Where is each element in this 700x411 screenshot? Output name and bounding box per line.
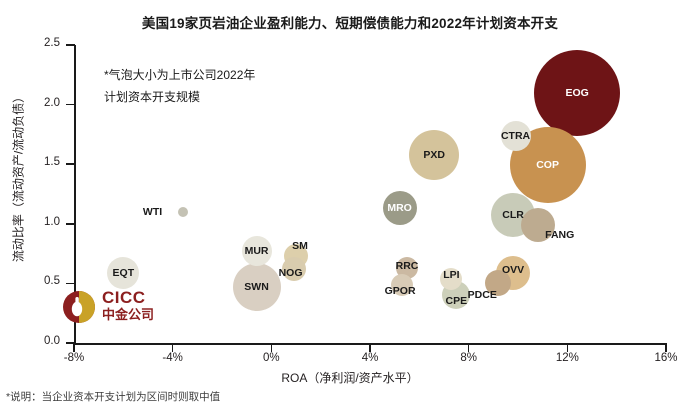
y-tick-label: 1.5 (44, 156, 60, 169)
cicc-logo-icon (62, 290, 96, 324)
x-tick-label: 0% (263, 352, 280, 364)
bubble-swn[interactable] (232, 262, 281, 311)
bubble-label-eqt: EQT (112, 266, 135, 279)
bubble-wti[interactable] (177, 206, 188, 217)
y-tick (66, 163, 75, 165)
bubble-label-lpi: LPI (443, 268, 460, 281)
y-tick-label: 1.0 (44, 215, 60, 228)
bubble-label-ctra: CTRA (500, 129, 531, 142)
bubble-fang[interactable] (520, 207, 555, 242)
x-tick (369, 343, 371, 352)
bubble-lpi[interactable] (440, 267, 463, 290)
bubble-label-wti: WTI (142, 205, 163, 218)
y-tick (66, 282, 75, 285)
x-tick-label: 8% (460, 352, 477, 364)
y-tick (66, 342, 75, 344)
cicc-brand-cn: 中金公司 (102, 307, 155, 322)
bubble-label-ovv: OVV (501, 263, 525, 276)
bubble-eqt[interactable] (107, 256, 140, 289)
bubble-label-mro: MRO (387, 202, 412, 215)
x-tick-label: 16% (654, 352, 678, 364)
x-tick (467, 343, 470, 352)
x-tick-label: -8% (63, 352, 85, 364)
annotation-line-1: *气泡大小为上市公司2022年 (104, 68, 256, 82)
chart-title: 美国19家页岩油企业盈利能力、短期偿债能力和2022年计划资本开支 (141, 16, 559, 31)
bubble-label-pxd: PXD (423, 148, 445, 161)
bubble-pdce[interactable] (485, 270, 512, 297)
cicc-brand-en: CICC (102, 288, 146, 307)
bubble-label-rrc: RRC (395, 259, 419, 272)
x-tick (665, 343, 667, 352)
bubble-pxd[interactable] (409, 129, 460, 180)
bubble-label-mur: MUR (244, 244, 269, 257)
x-tick-label: 4% (361, 352, 379, 364)
bubble-ctra[interactable] (500, 120, 531, 151)
x-tick (171, 343, 174, 352)
y-tick-label: 2.0 (44, 96, 60, 109)
bubble-rrc[interactable] (396, 256, 418, 279)
bubble-gpor[interactable] (391, 273, 414, 296)
cicc-watermark-text: CICC 中金公司 (102, 288, 154, 322)
bubble-label-eog: EOG (565, 86, 589, 99)
bubble-nog[interactable] (281, 257, 306, 282)
y-tick (66, 44, 75, 46)
y-tick-label: 0.0 (44, 335, 60, 347)
y-tick (66, 223, 75, 225)
y-axis-label: 流动比率（流动资产/流动负债） (11, 90, 26, 263)
bubble-label-clr: CLR (502, 209, 524, 222)
x-tick (73, 343, 75, 352)
x-tick-label: -4% (162, 352, 183, 364)
bubble-label-sm: SM (292, 239, 308, 252)
bubble-eog[interactable] (534, 49, 621, 136)
bubble-label-nog: NOG (278, 266, 303, 279)
x-tick (270, 343, 273, 352)
annotation-line-2: 计划资本开支规模 (104, 90, 201, 104)
bubble-label-swn: SWN (244, 280, 269, 293)
cicc-watermark: CICC 中金公司 (62, 288, 222, 330)
bubble-mur[interactable] (241, 236, 272, 267)
bubble-label-fang: FANG (545, 228, 575, 241)
y-tick-label: 2.5 (44, 37, 60, 49)
chart-footnote: *说明：当企业资本开支计划为区间时则取中值 (6, 391, 221, 403)
bubble-label-cpe: CPE (445, 295, 468, 308)
y-tick-label: 0.5 (44, 275, 60, 288)
bubble-label-pdce: PDCE (467, 289, 497, 302)
y-axis-line (74, 45, 76, 344)
x-tick-label: 12% (555, 352, 579, 364)
bubble-size-annotation: *气泡大小为上市公司2022年 计划资本开支规模 (104, 64, 354, 108)
bubble-mro[interactable] (382, 191, 417, 226)
bubble-label-cop: COP (536, 159, 559, 172)
x-axis-label: ROA（净利润/资产水平） (281, 371, 419, 385)
bubble-label-gpor: GPOR (384, 284, 416, 297)
y-tick (66, 103, 75, 106)
x-tick (566, 343, 569, 352)
